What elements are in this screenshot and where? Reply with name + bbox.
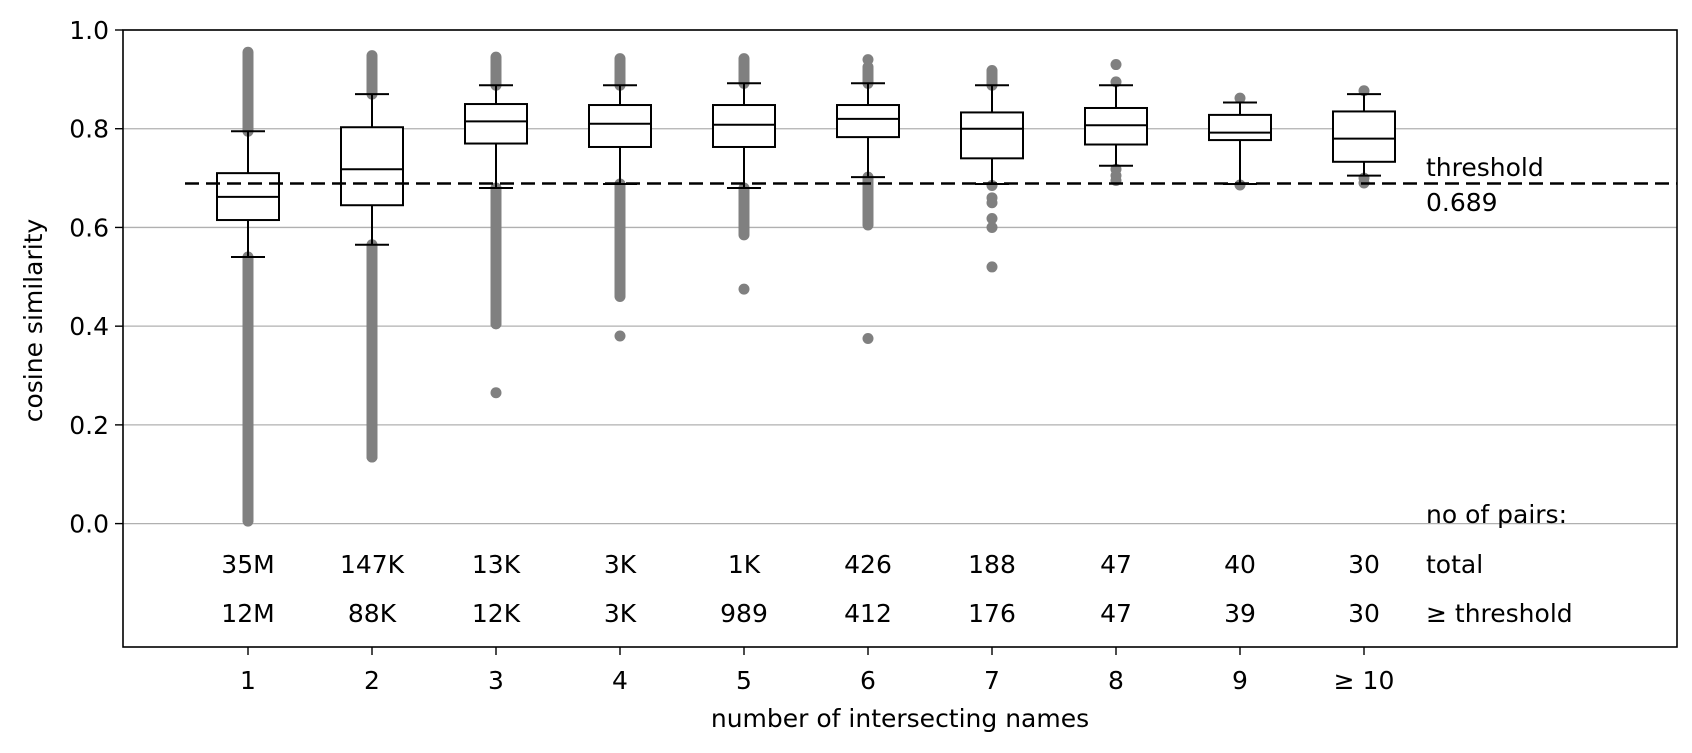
box-group — [837, 54, 899, 344]
box-group — [1085, 59, 1147, 186]
outlier-point — [491, 301, 502, 312]
y-tick-label: 0.8 — [69, 115, 109, 144]
x-tick-label: ≥ 10 — [1334, 666, 1395, 695]
pair-counts: 35M 147K 13K 3K 1K 426 188 47 40 30 12M 88K 12K 3K 989… — [221, 550, 1380, 628]
total-count: 40 — [1224, 550, 1256, 579]
outlier-point — [1111, 59, 1122, 70]
above-threshold-count: 176 — [968, 599, 1016, 628]
box-iqr — [341, 127, 403, 205]
total-count: 47 — [1100, 550, 1132, 579]
y-tick-label: 0.0 — [69, 510, 109, 539]
total-count: 13K — [472, 550, 521, 579]
total-count: 30 — [1348, 550, 1380, 579]
outlier-point — [491, 387, 502, 398]
x-axis-label: number of intersecting names — [711, 704, 1089, 733]
y-axis-ticks: 0.0 0.2 0.4 0.6 0.8 1.0 — [69, 16, 123, 539]
box-group — [1209, 93, 1271, 191]
outlier-point — [863, 187, 874, 198]
above-threshold-count: 39 — [1224, 599, 1256, 628]
x-tick-label: 5 — [736, 666, 752, 695]
x-tick-label: 6 — [860, 666, 876, 695]
x-tick-label: 4 — [612, 666, 628, 695]
above-threshold-count: 3K — [604, 599, 637, 628]
outlier-point — [863, 54, 874, 65]
x-tick-label: 7 — [984, 666, 1000, 695]
total-count: 35M — [221, 550, 274, 579]
threshold-value-label: 0.689 — [1426, 188, 1498, 217]
above-threshold-count: 412 — [844, 599, 892, 628]
outlier-point — [367, 419, 378, 430]
outlier-point — [615, 331, 626, 342]
above-threshold-count: 12K — [472, 599, 521, 628]
y-tick-label: 0.2 — [69, 411, 109, 440]
box-group — [217, 52, 279, 521]
outlier-point — [863, 217, 874, 228]
total-count: 1K — [728, 550, 761, 579]
above-threshold-count: 47 — [1100, 599, 1132, 628]
total-count: 147K — [340, 550, 405, 579]
total-count: 426 — [844, 550, 892, 579]
outlier-point — [987, 261, 998, 272]
box-iqr — [465, 104, 527, 143]
box-group — [341, 56, 403, 463]
box-iqr — [713, 105, 775, 147]
x-tick-label: 8 — [1108, 666, 1124, 695]
outlier-point — [367, 397, 378, 408]
outlier-point — [367, 410, 378, 421]
y-tick-label: 0.4 — [69, 312, 109, 341]
outlier-point — [615, 274, 626, 285]
above-threshold-count: 12M — [221, 599, 274, 628]
total-count: 188 — [968, 550, 1016, 579]
box-iqr — [1209, 115, 1271, 140]
box-iqr — [961, 112, 1023, 158]
outlier-point — [491, 311, 502, 322]
x-tick-label: 3 — [488, 666, 504, 695]
threshold-label: threshold — [1426, 153, 1544, 182]
box-iqr — [1333, 111, 1395, 161]
outlier-point — [739, 284, 750, 295]
box-group — [589, 59, 651, 342]
box-iqr — [837, 105, 899, 137]
box-iqr — [589, 105, 651, 147]
outlier-point — [863, 200, 874, 211]
box-group — [1333, 85, 1395, 188]
above-threshold-count: 88K — [348, 599, 397, 628]
y-axis-label: cosine similarity — [19, 219, 48, 423]
x-tick-label: 9 — [1232, 666, 1248, 695]
x-tick-label: 1 — [240, 666, 256, 695]
outlier-point — [863, 333, 874, 344]
outlier-point — [987, 213, 998, 224]
above-threshold-row-label: ≥ threshold — [1426, 599, 1573, 628]
pair-count-heading: no of pairs: — [1426, 500, 1567, 529]
y-tick-label: 0.6 — [69, 213, 109, 242]
above-threshold-count: 30 — [1348, 599, 1380, 628]
box-group — [961, 70, 1023, 272]
total-row-label: total — [1426, 550, 1483, 579]
x-axis-ticks: 1 2 3 4 5 6 7 8 9 ≥ 10 — [240, 647, 1394, 695]
x-tick-label: 2 — [364, 666, 380, 695]
outlier-point — [987, 192, 998, 203]
total-count: 3K — [604, 550, 637, 579]
above-threshold-count: 989 — [720, 599, 768, 628]
box-plots — [217, 52, 1395, 521]
y-tick-label: 1.0 — [69, 16, 109, 45]
box-group — [713, 59, 775, 295]
outlier-point — [367, 444, 378, 455]
